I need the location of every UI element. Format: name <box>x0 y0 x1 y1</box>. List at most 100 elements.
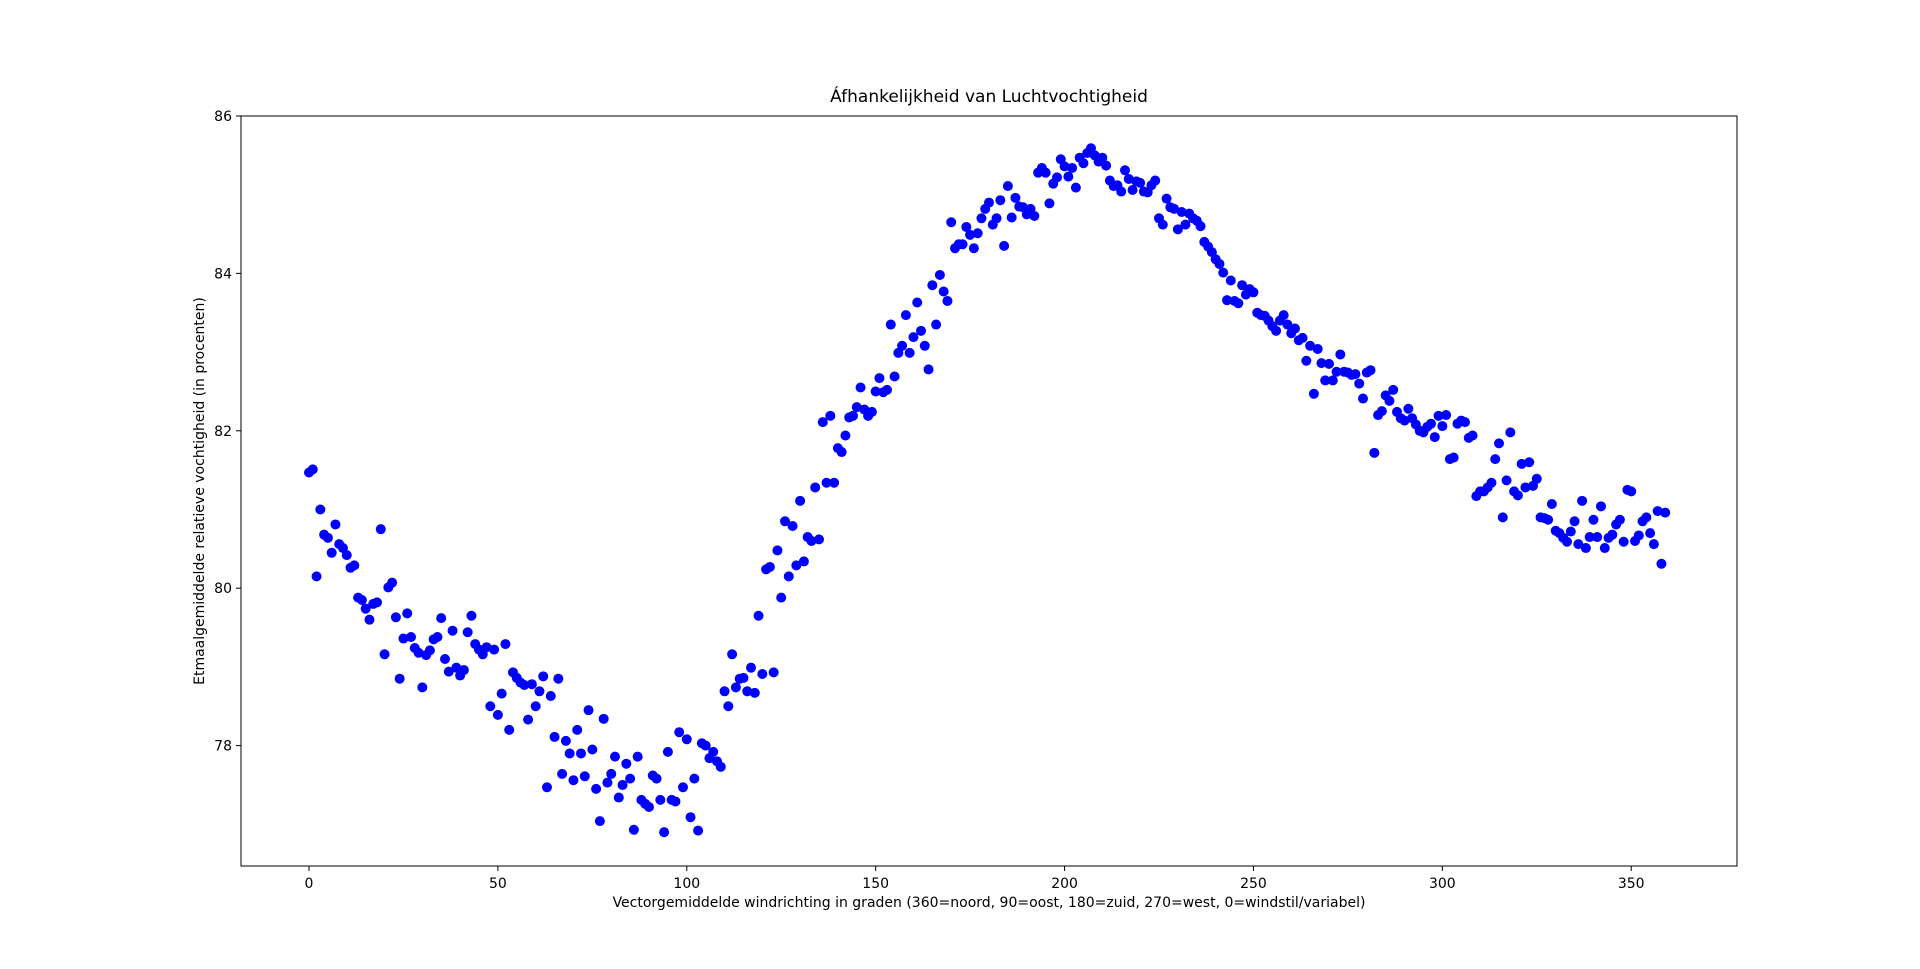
point <box>662 746 673 757</box>
x-axis-label: Vectorgemiddelde windrichting in graden … <box>613 895 1366 911</box>
point <box>965 229 976 240</box>
point <box>1433 410 1444 421</box>
point <box>1222 295 1232 306</box>
point <box>764 561 775 572</box>
point <box>674 727 685 738</box>
point <box>670 796 681 807</box>
point <box>1633 530 1644 541</box>
point <box>447 625 458 636</box>
point <box>542 782 552 793</box>
point <box>406 631 416 642</box>
x-tick-label: 0 <box>305 876 314 892</box>
point <box>341 550 352 561</box>
point <box>489 644 500 655</box>
point <box>458 665 469 676</box>
point <box>723 701 734 712</box>
point <box>1214 258 1225 269</box>
point <box>1645 528 1656 539</box>
point <box>390 612 401 623</box>
point <box>1592 532 1603 543</box>
point <box>610 751 620 762</box>
x-tick-label: 100 <box>673 876 700 892</box>
point <box>968 243 979 254</box>
point <box>829 477 840 488</box>
point <box>1520 482 1531 493</box>
point <box>311 571 322 582</box>
point <box>768 667 779 678</box>
point <box>1176 207 1187 218</box>
point <box>466 610 477 621</box>
point <box>1490 454 1501 465</box>
point <box>443 666 454 677</box>
point <box>1120 165 1130 176</box>
point <box>1040 167 1051 178</box>
point <box>1123 173 1134 184</box>
point <box>651 773 662 784</box>
point <box>1237 280 1248 291</box>
point <box>628 824 639 835</box>
point <box>1448 452 1459 463</box>
point <box>557 768 568 779</box>
y-tick-label: 82 <box>214 424 232 440</box>
point <box>821 477 832 488</box>
point <box>1316 358 1327 369</box>
point <box>432 631 443 642</box>
point <box>1607 529 1618 540</box>
point <box>549 731 560 742</box>
point <box>738 672 749 683</box>
point <box>1350 369 1361 380</box>
point <box>481 642 492 653</box>
point <box>919 340 930 351</box>
point <box>568 775 579 786</box>
point <box>1512 490 1523 501</box>
point <box>678 782 688 793</box>
point <box>1161 193 1172 204</box>
point <box>685 812 696 823</box>
point <box>1660 507 1671 518</box>
point <box>693 825 704 836</box>
point <box>356 594 367 605</box>
point <box>1573 539 1584 550</box>
point <box>1426 418 1436 429</box>
point <box>1588 514 1599 525</box>
point <box>787 521 798 532</box>
point <box>934 269 945 280</box>
point <box>946 217 957 228</box>
x-tick-label: 300 <box>1429 876 1456 892</box>
point <box>1516 458 1527 469</box>
point <box>545 691 556 702</box>
point <box>583 705 594 716</box>
point <box>783 571 794 582</box>
point <box>727 649 738 660</box>
point <box>957 239 968 250</box>
point <box>931 319 942 330</box>
point <box>1135 177 1146 188</box>
point <box>413 647 424 658</box>
point <box>942 295 953 306</box>
point <box>840 430 851 441</box>
point <box>904 347 915 358</box>
point <box>866 406 877 417</box>
point <box>825 410 836 421</box>
point <box>1248 287 1259 298</box>
point <box>730 682 741 693</box>
point <box>1070 182 1081 193</box>
x-tick-label: 250 <box>1240 876 1267 892</box>
point <box>424 645 435 656</box>
point <box>1116 186 1127 197</box>
point <box>1195 221 1206 232</box>
point <box>553 673 564 684</box>
point <box>897 340 908 351</box>
point <box>757 668 768 679</box>
point <box>972 228 983 239</box>
point <box>1301 355 1312 366</box>
point <box>1618 536 1629 547</box>
point <box>1486 477 1497 488</box>
point <box>375 524 386 535</box>
point <box>889 371 900 382</box>
point <box>1494 438 1504 449</box>
point <box>1063 171 1074 182</box>
point <box>402 608 413 619</box>
point <box>719 686 730 697</box>
point <box>1335 349 1346 360</box>
